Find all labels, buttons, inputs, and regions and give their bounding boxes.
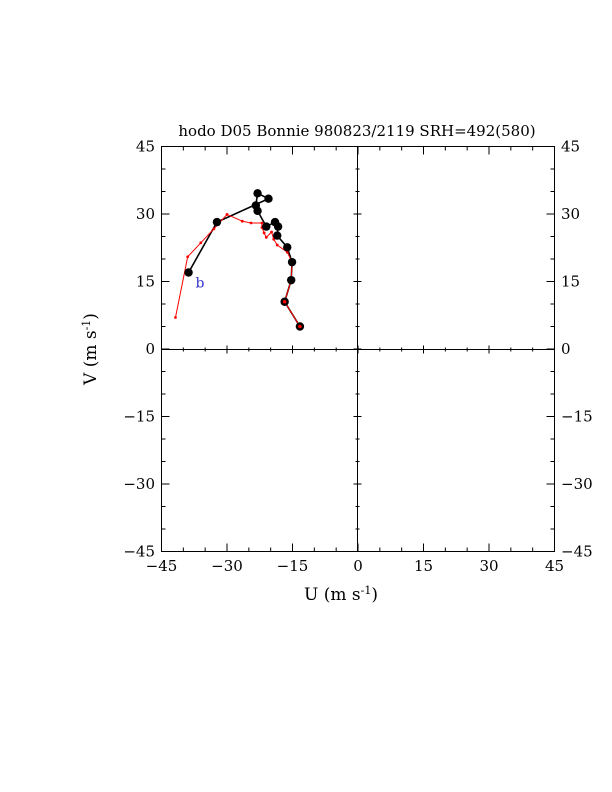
- y-tick-label-left: 30: [136, 205, 155, 223]
- storm-motion-point: [174, 316, 177, 319]
- hodograph-point: [273, 231, 282, 240]
- surface-marker-point: [298, 324, 302, 329]
- storm-motion-point: [275, 243, 279, 247]
- x-tick-label: 30: [479, 557, 498, 575]
- hodograph-point: [287, 257, 297, 267]
- storm-motion-point: [270, 230, 273, 234]
- x-tick-label: −30: [211, 557, 243, 575]
- surface-marker-point: [282, 299, 287, 304]
- tick-marks: [161, 146, 555, 552]
- y-tick-label-right: 30: [561, 205, 580, 223]
- hodograph-point: [262, 222, 271, 231]
- y-tick-label-right: −30: [561, 475, 593, 493]
- hodograph-point: [270, 217, 280, 227]
- y-tick-label-left: 0: [145, 340, 155, 358]
- storm-motion-point: [186, 255, 190, 259]
- hodograph-point: [253, 189, 262, 198]
- hodograph-point: [264, 194, 273, 203]
- storm-motion-point: [199, 241, 203, 245]
- storm-motion-point: [262, 231, 266, 235]
- storm-motion-point: [249, 221, 253, 225]
- x-tick-label: 45: [545, 557, 564, 575]
- storm-motion-line: [174, 213, 301, 327]
- y-tick-label-left: 45: [136, 138, 155, 156]
- hodograph-point: [283, 243, 292, 252]
- hodograph-point: [184, 268, 193, 277]
- y-tick-label-right: 0: [561, 340, 571, 358]
- x-axis-label: U (m s-1): [304, 584, 378, 605]
- chart-title: hodo D05 Bonnie 980823/2119 SRH=492(580): [178, 122, 535, 140]
- hodograph-point: [251, 201, 261, 210]
- y-tick-label-left: −15: [123, 408, 155, 426]
- y-tick-label-right: −45: [561, 543, 593, 561]
- storm-motion-point: [225, 213, 229, 216]
- x-tick-label: 15: [414, 557, 433, 575]
- y-tick-label-right: 15: [561, 273, 580, 291]
- y-tick-label-left: −30: [123, 475, 155, 493]
- annotation-label: b: [195, 275, 204, 291]
- hodograph-point: [286, 275, 296, 285]
- y-tick-label-right: −15: [561, 408, 593, 426]
- x-tick-label: 0: [353, 557, 363, 575]
- x-tick-label: −45: [146, 557, 178, 575]
- x-tick-label: −15: [277, 557, 309, 575]
- y-tick-label-left: 15: [136, 273, 155, 291]
- storm-motion-point: [264, 236, 268, 239]
- hodograph-point: [212, 217, 222, 227]
- y-tick-label-right: 45: [561, 138, 580, 156]
- storm-motion-point: [285, 250, 289, 254]
- storm-motion-point: [260, 221, 264, 225]
- storm-motion-point: [212, 227, 216, 231]
- y-tick-label-left: −45: [123, 543, 155, 561]
- data-series: b: [174, 189, 305, 331]
- storm-motion-point: [240, 219, 244, 223]
- hodograph-line: [187, 192, 301, 327]
- y-axis-label: V (m s-1): [80, 313, 101, 386]
